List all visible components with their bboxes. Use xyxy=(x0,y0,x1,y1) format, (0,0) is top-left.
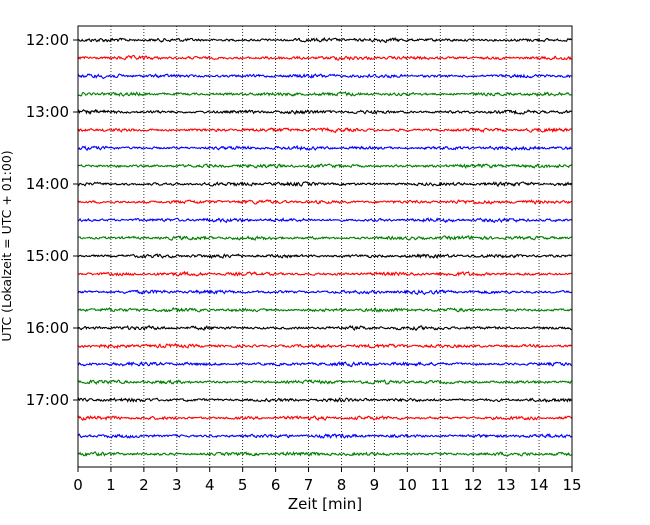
seismogram-trace xyxy=(77,163,572,169)
seismogram-trace xyxy=(77,217,572,224)
seismogram-trace xyxy=(77,397,572,403)
x-tick-label: 6 xyxy=(271,476,281,494)
seismogram-trace xyxy=(77,270,572,277)
seismogram-trace xyxy=(77,306,572,313)
x-tick-label: 7 xyxy=(304,476,314,494)
x-axis: 0 1 2 3 4 5 6 7 8 9 10 11 12 13 14 15 xyxy=(73,467,582,494)
plot-frame xyxy=(77,25,573,468)
seismogram-trace xyxy=(77,324,572,332)
x-tick-label: 3 xyxy=(172,476,182,494)
seismogram-trace xyxy=(77,253,572,260)
grid xyxy=(110,26,540,467)
seismogram-trace xyxy=(77,109,572,115)
y-tick-label: 13:00 xyxy=(26,103,69,121)
x-tick-label: 14 xyxy=(530,476,549,494)
x-tick-label: 10 xyxy=(398,476,417,494)
x-tick-label: 13 xyxy=(497,476,516,494)
seismogram-trace xyxy=(77,91,572,97)
x-tick-label: 11 xyxy=(431,476,450,494)
y-tick-label: 14:00 xyxy=(26,175,69,193)
x-tick-label: 0 xyxy=(73,476,83,494)
x-tick-label: 1 xyxy=(106,476,116,494)
y-axis: 12:00 13:00 14:00 15:00 16:00 17:00 xyxy=(26,31,78,409)
x-tick-label: 15 xyxy=(562,476,581,494)
seismogram-trace xyxy=(77,181,572,188)
x-tick-label: 8 xyxy=(337,476,347,494)
traces xyxy=(77,37,572,457)
x-axis-label: Zeit [min] xyxy=(288,495,362,513)
x-tick-label: 12 xyxy=(464,476,483,494)
seismogram-trace xyxy=(77,234,572,241)
x-tick-label: 9 xyxy=(370,476,380,494)
seismogram-trace xyxy=(77,379,572,386)
x-tick-label: 5 xyxy=(238,476,248,494)
seismogram-trace xyxy=(77,415,572,422)
seismogram-trace xyxy=(77,55,572,61)
x-tick-label: 2 xyxy=(139,476,149,494)
y-tick-label: 17:00 xyxy=(26,391,69,409)
seismogram-trace xyxy=(77,37,572,44)
seismogram-trace xyxy=(77,199,572,205)
seismogram-trace xyxy=(77,127,572,134)
seismogram-trace xyxy=(77,433,572,439)
seismogram-trace xyxy=(77,360,572,368)
y-tick-label: 15:00 xyxy=(26,247,69,265)
seismogram-trace xyxy=(77,144,572,152)
y-tick-label: 12:00 xyxy=(26,31,69,49)
seismogram-trace xyxy=(77,342,572,350)
seismogram-trace xyxy=(77,450,572,457)
x-tick-label: 4 xyxy=(205,476,215,494)
seismogram-trace xyxy=(77,289,572,296)
y-axis-label: UTC (Lokalzeit = UTC + 01:00) xyxy=(0,150,14,341)
seismogram-trace xyxy=(77,73,572,80)
y-tick-label: 16:00 xyxy=(26,319,69,337)
